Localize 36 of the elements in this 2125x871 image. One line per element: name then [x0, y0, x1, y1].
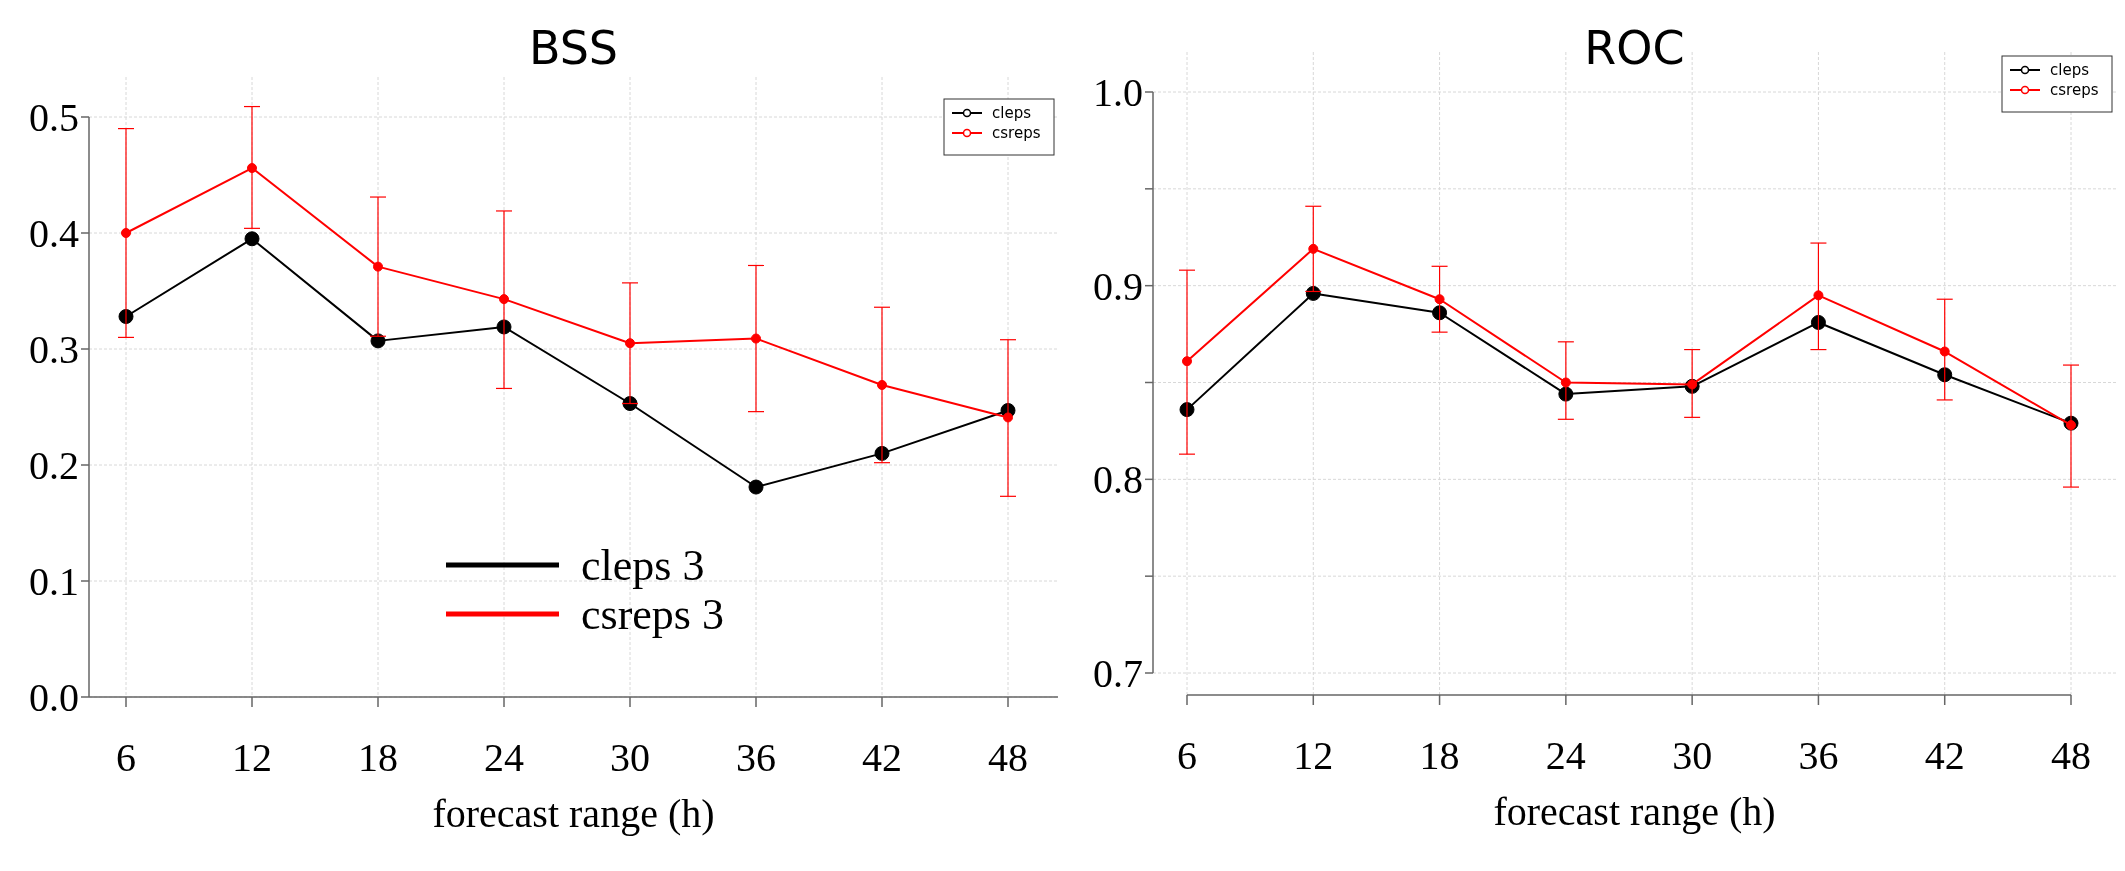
annotation: csreps 3	[581, 590, 724, 640]
y-tick-label: 0.1	[29, 559, 79, 604]
x-tick-label: 12	[232, 735, 272, 780]
x-tick-label: 6	[1177, 733, 1197, 778]
legend-label: cleps	[992, 104, 1032, 123]
x-tick-label: 30	[610, 735, 650, 780]
y-tick-label: 0.4	[29, 211, 79, 256]
x-tick-label: 24	[1545, 733, 1586, 778]
x-tick-label: 48	[988, 735, 1028, 780]
y-tick-label: 0.3	[29, 327, 79, 372]
x-tick-label: 18	[1419, 733, 1460, 778]
y-tick-label: 0.7	[1093, 651, 1143, 696]
legend-label: csreps	[2050, 81, 2099, 100]
x-tick-label: 6	[116, 735, 136, 780]
x-tick-label: 36	[1798, 733, 1839, 778]
chart-title: ROC	[1584, 21, 1685, 75]
x-tick-label: 42	[862, 735, 902, 780]
x-tick-label: 30	[1672, 733, 1713, 778]
x-axis-title: forecast range (h)	[432, 791, 715, 836]
y-tick-label: 1.0	[1093, 70, 1143, 115]
x-tick-label: 36	[736, 735, 776, 780]
y-tick-label: 0.0	[29, 675, 79, 720]
x-axis-title: forecast range (h)	[1493, 789, 1776, 834]
y-tick-label: 0.2	[29, 443, 79, 488]
x-tick-label: 18	[358, 735, 398, 780]
x-tick-label: 12	[1293, 733, 1334, 778]
x-tick-label: 48	[2051, 733, 2091, 778]
x-tick-label: 24	[484, 735, 524, 780]
y-tick-label: 0.9	[1093, 263, 1143, 309]
chart-title: BSS	[528, 21, 619, 75]
y-tick-label: 0.8	[1093, 457, 1143, 503]
x-tick-label: 42	[1924, 733, 1965, 778]
annotation: cleps 3	[581, 541, 705, 591]
legend-label: csreps	[992, 124, 1041, 143]
legend-label: cleps	[2050, 61, 2090, 80]
y-tick-label: 0.5	[29, 95, 79, 140]
